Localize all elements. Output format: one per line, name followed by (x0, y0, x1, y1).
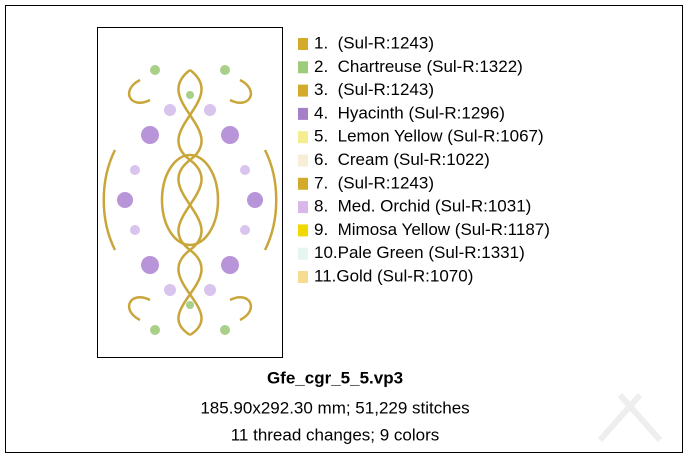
color-label: 8. Med. Orchid (Sul-R:1031) (314, 197, 531, 216)
color-label: 9. Mimosa Yellow (Sul-R:1187) (314, 220, 550, 239)
color-swatch (298, 154, 308, 167)
color-label: 3. (Sul-R:1243) (314, 80, 434, 99)
color-swatch (298, 224, 308, 237)
color-swatch (298, 107, 308, 120)
changes-line: 11 thread changes; 9 colors (231, 425, 440, 444)
color-label: 6. Cream (Sul-R:1022) (314, 150, 490, 169)
color-label: 11.Gold (Sul-R:1070) (314, 266, 473, 285)
color-swatch (298, 201, 308, 214)
color-swatch (298, 38, 308, 50)
color-swatch (298, 84, 308, 97)
color-label: 2. Chartreuse (Sul-R:1322) (314, 57, 523, 76)
color-swatch (298, 247, 308, 260)
color-swatch (298, 271, 308, 283)
size-line: 185.90x292.30 mm; 51,229 stitches (200, 398, 469, 417)
color-swatch (298, 61, 308, 74)
color-label: 4. Hyacinth (Sul-R:1296) (314, 103, 505, 122)
color-label: 7. (Sul-R:1243) (314, 173, 434, 192)
color-swatch (298, 177, 308, 190)
file-name: Gfe_cgr_5_5.vp3 (267, 368, 403, 387)
color-label: 10.Pale Green (Sul-R:1331) (314, 243, 525, 262)
color-label: 5. Lemon Yellow (Sul-R:1067) (314, 127, 544, 146)
color-swatch (298, 131, 308, 144)
embroidery-preview (102, 65, 278, 337)
color-label: 1. (Sul-R:1243) (314, 33, 434, 52)
watermark (597, 393, 663, 442)
